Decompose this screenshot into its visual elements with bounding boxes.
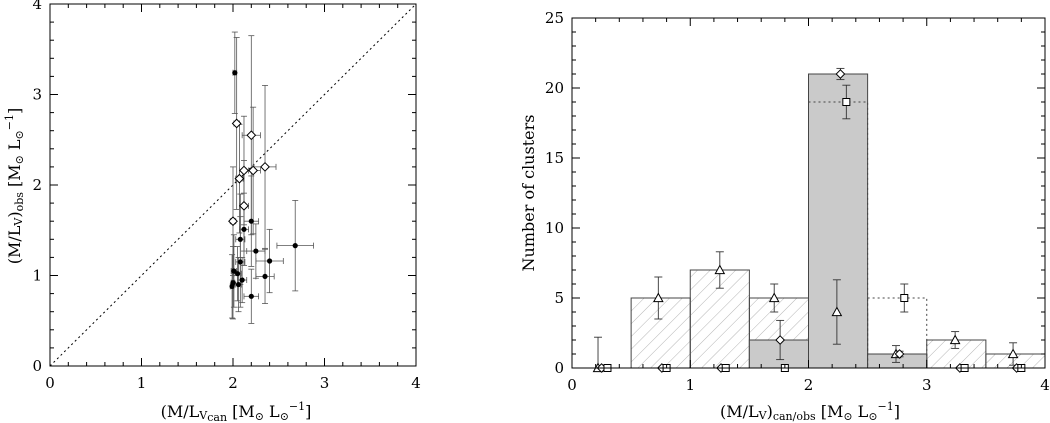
histogram-bar	[748, 339, 809, 369]
histogram-point	[842, 98, 851, 106]
scatter-y-tick-label: 0	[32, 357, 42, 375]
histogram-y-axis-label: Number of clusters	[519, 115, 538, 272]
histogram-point	[831, 306, 843, 317]
reference-line-y-equals-x	[49, 3, 417, 367]
histogram-bar	[630, 297, 691, 369]
scatter-point	[248, 293, 254, 299]
scatter-point	[248, 218, 254, 224]
histogram-y-tick-label: 0	[554, 359, 564, 377]
scatter-point	[228, 216, 238, 227]
histogram-x-tick-label: 4	[1040, 376, 1050, 394]
scatter-point	[229, 283, 235, 289]
scatter-point	[262, 273, 268, 280]
scatter-point	[232, 70, 238, 76]
scatter-points	[228, 70, 298, 299]
scatter-point	[239, 200, 249, 211]
scatter-point	[248, 165, 259, 176]
histogram-y-tick-label: 15	[545, 149, 564, 167]
scatter-panel: 0 1 2 3 4 0 1 2 3 4 (M/LVcan [M⊙ L⊙−1] (M/LV)obs …	[3, 0, 421, 423]
histogram-x-axis-label: (M/LV)can/obs [M⊙ L⊙−1]	[720, 400, 900, 423]
scatter-x-tick-label: 1	[137, 374, 147, 392]
scatter-x-axis-label: (M/LVcan [M⊙ L⊙−1]	[161, 400, 312, 423]
scatter-x-tick-label: 2	[228, 374, 238, 392]
scatter-point	[253, 248, 259, 254]
histogram-x-tick-label: 3	[922, 376, 932, 394]
histogram-point	[714, 264, 726, 275]
scatter-y-tick-label: 4	[32, 0, 42, 13]
scatter-point	[292, 243, 298, 249]
histogram-ticks: 0 1 2 3 4 0 5 10 15 20 25	[545, 9, 1050, 394]
scatter-point	[235, 281, 242, 288]
scatter-point	[260, 161, 270, 172]
scatter-point	[239, 165, 249, 176]
scatter-point	[231, 118, 242, 129]
scatter-y-tick-label: 2	[32, 176, 42, 194]
scatter-point	[231, 268, 237, 274]
histogram-bars	[630, 73, 1046, 369]
histogram-point	[652, 292, 664, 303]
scatter-point	[241, 226, 247, 232]
scatter-point	[246, 130, 257, 141]
scatter-y-axis-label: (M/LV)obs [M⊙ L⊙−1]	[3, 108, 26, 265]
scatter-ticks: 0 1 2 3 4 0 1 2 3 4	[32, 0, 420, 392]
scatter-x-tick-label: 0	[45, 374, 55, 392]
scatter-x-tick-label: 4	[411, 374, 421, 392]
scatter-point	[239, 277, 245, 283]
scatter-point	[234, 271, 241, 277]
scatter-y-tick-label: 3	[32, 86, 42, 104]
histogram-x-tick-label: 2	[804, 376, 814, 394]
scatter-y-tick-label: 1	[32, 267, 42, 285]
scatter-point	[237, 259, 243, 265]
histogram-bar	[926, 339, 987, 369]
scatter-point	[267, 258, 273, 264]
histogram-point	[835, 69, 846, 79]
histogram-point	[1007, 348, 1019, 359]
histogram-point	[775, 335, 786, 345]
histogram-point	[894, 349, 905, 359]
histogram-bar	[808, 73, 869, 369]
histogram-y-tick-label: 20	[545, 79, 564, 97]
scatter-point	[234, 173, 245, 184]
histogram-y-tick-label: 25	[545, 9, 564, 27]
histogram-point	[900, 294, 909, 302]
histogram-point	[949, 334, 961, 345]
histogram-point	[768, 292, 780, 303]
histogram-y-tick-label: 5	[554, 289, 564, 307]
scatter-point	[237, 236, 243, 242]
scatter-x-tick-label: 3	[320, 374, 330, 392]
histogram-x-tick-label: 0	[567, 376, 577, 394]
histogram-x-tick-label: 1	[685, 376, 695, 394]
histogram-y-tick-label: 10	[545, 219, 564, 237]
